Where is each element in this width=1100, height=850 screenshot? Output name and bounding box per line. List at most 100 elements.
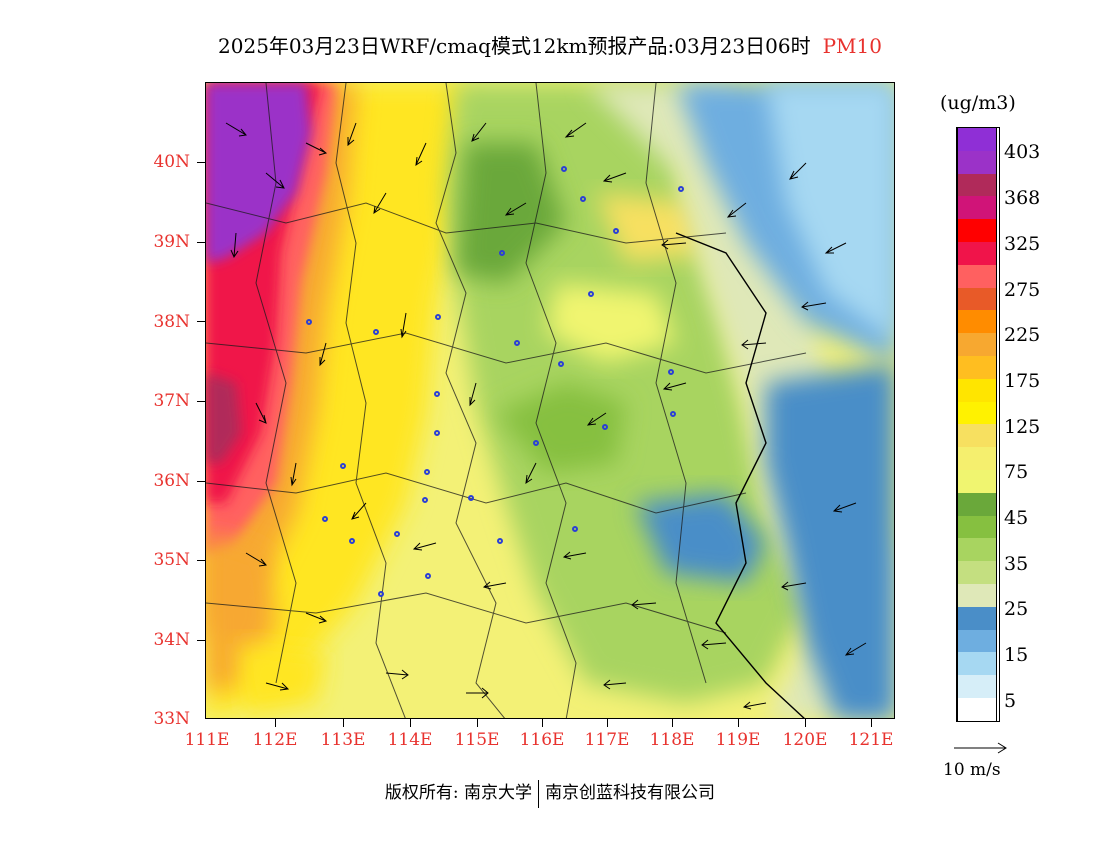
lon-label-112e: 112E [252,730,298,750]
lat-label-34n: 34N [153,630,190,650]
copyright: 版权所有: 南京大学 南京创蓝科技有限公司 [0,778,1100,808]
legend-swatch [957,583,997,607]
legend-swatch [957,310,997,334]
city-marker [613,228,619,234]
legend-swatch [957,629,997,653]
legend-swatch [957,128,997,151]
city-marker [533,440,539,446]
city-marker [378,591,384,597]
lon-tick [275,719,276,727]
legend-swatch [957,196,997,220]
copyright-right: 南京创蓝科技有限公司 [545,783,716,803]
lon-tick [738,719,739,727]
lon-tick [871,719,872,727]
map-title: 2025年03月23日WRF/cmaq模式12km预报产品:03月23日06时 P… [0,30,1100,59]
legend-label: 368 [1004,187,1041,209]
city-marker [424,469,430,475]
lat-label-35n: 35N [153,550,190,570]
color-legend [956,127,1000,722]
lon-tick [343,719,344,727]
city-marker [602,424,608,430]
city-marker [580,196,586,202]
city-marker [394,531,400,537]
legend-swatch [957,447,997,470]
city-marker [668,369,674,375]
legend-swatch [957,401,997,425]
city-marker [340,463,346,469]
lon-label-120e: 120E [782,730,828,750]
legend-swatch [957,150,997,174]
legend-swatch [957,675,997,698]
city-marker [468,495,474,501]
wind-arrows [225,122,867,710]
lon-tick [410,719,411,727]
boundaries [206,83,807,718]
forecast-map [205,82,895,719]
lon-label-119e: 119E [715,730,761,750]
legend-label: 175 [1004,370,1041,392]
lon-label-114e: 114E [387,730,433,750]
city-marker [349,538,355,544]
city-marker [514,340,520,346]
city-marker [425,573,431,579]
lat-label-36n: 36N [153,471,190,491]
city-marker [434,391,440,397]
legend-label: 25 [1004,598,1029,620]
legend-label: 35 [1004,553,1029,575]
copyright-left: 版权所有: 南京大学 [384,783,533,803]
city-marker [572,526,578,532]
lon-label-115e: 115E [454,730,500,750]
lat-tick [197,560,205,561]
title-main: 2025年03月23日WRF/cmaq模式12km预报产品:03月23日06时 [218,34,811,58]
lat-label-39n: 39N [153,232,190,252]
city-marker [678,186,684,192]
legend-swatch [957,173,997,197]
city-marker [561,166,567,172]
lon-label-118e: 118E [649,730,695,750]
legend-label: 15 [1004,644,1029,666]
lon-label-116e: 116E [519,730,565,750]
legend-swatch [957,378,997,402]
lat-label-38n: 38N [153,312,190,332]
lon-tick [477,719,478,727]
concentration-field [206,83,894,718]
legend-swatch [957,241,997,265]
legend-label: 225 [1004,324,1041,346]
lon-label-121e: 121E [848,730,894,750]
legend-label: 275 [1004,279,1041,301]
legend-swatch [957,515,997,539]
copyright-separator [538,779,540,808]
legend-swatch [957,287,997,311]
lon-tick [607,719,608,727]
city-marker [322,516,328,522]
wind-scale-arrow [954,742,1007,754]
legend-swatch [957,424,997,448]
lat-label-33n: 33N [153,709,190,729]
legend-swatch [957,469,997,493]
city-marker [558,361,564,367]
legend-label: 403 [1004,141,1041,163]
wind-scale-label: 10 m/s [943,760,1001,780]
legend-unit: (ug/m3) [940,92,1016,114]
lon-label-117e: 117E [584,730,630,750]
legend-swatch [957,606,997,630]
lat-tick [197,401,205,402]
coastline [675,232,805,718]
lon-label-113e: 113E [320,730,366,750]
lon-tick [542,719,543,727]
legend-swatch [957,333,997,356]
lat-tick [197,321,205,322]
legend-swatch [957,355,997,379]
legend-label: 5 [1004,690,1017,712]
legend-swatch [957,492,997,516]
legend-swatch [957,697,997,721]
lon-label-111e: 111E [184,730,230,750]
city-marker [434,430,440,436]
legend-swatch [957,264,997,288]
lat-tick [197,481,205,482]
city-marker [497,538,503,544]
lon-tick [805,719,806,727]
lat-tick [197,242,205,243]
city-marker [306,319,312,325]
legend-label: 45 [1004,507,1029,529]
